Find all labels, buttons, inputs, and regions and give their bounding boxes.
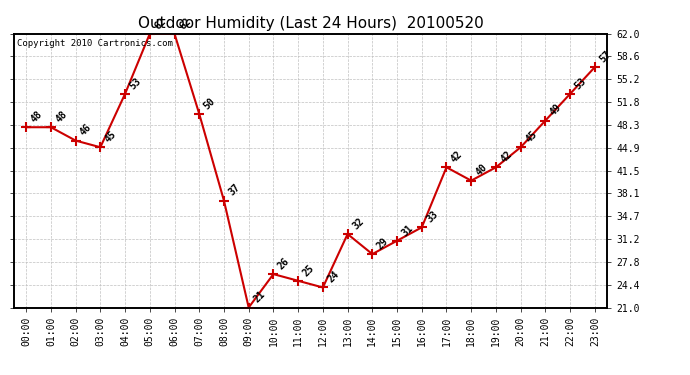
Text: 29: 29 (375, 236, 391, 251)
Text: 48: 48 (29, 109, 44, 124)
Text: 45: 45 (103, 129, 119, 144)
Text: 48: 48 (54, 109, 69, 124)
Text: 49: 49 (548, 102, 564, 118)
Text: 32: 32 (351, 216, 366, 231)
Text: 21: 21 (251, 290, 267, 305)
Text: 40: 40 (474, 162, 489, 178)
Text: 42: 42 (499, 149, 514, 165)
Text: 62: 62 (177, 16, 193, 31)
Text: 62: 62 (152, 16, 168, 31)
Text: 50: 50 (202, 96, 217, 111)
Text: Copyright 2010 Cartronics.com: Copyright 2010 Cartronics.com (17, 39, 172, 48)
Text: 25: 25 (301, 262, 316, 278)
Text: 53: 53 (573, 76, 589, 91)
Text: 31: 31 (400, 223, 415, 238)
Text: 57: 57 (598, 49, 613, 64)
Title: Outdoor Humidity (Last 24 Hours)  20100520: Outdoor Humidity (Last 24 Hours) 2010052… (137, 16, 484, 31)
Text: 33: 33 (424, 209, 440, 225)
Text: 53: 53 (128, 76, 144, 91)
Text: 45: 45 (524, 129, 539, 144)
Text: 42: 42 (449, 149, 464, 165)
Text: 26: 26 (276, 256, 292, 272)
Text: 46: 46 (79, 122, 94, 138)
Text: 24: 24 (326, 269, 341, 285)
Text: 37: 37 (227, 183, 242, 198)
